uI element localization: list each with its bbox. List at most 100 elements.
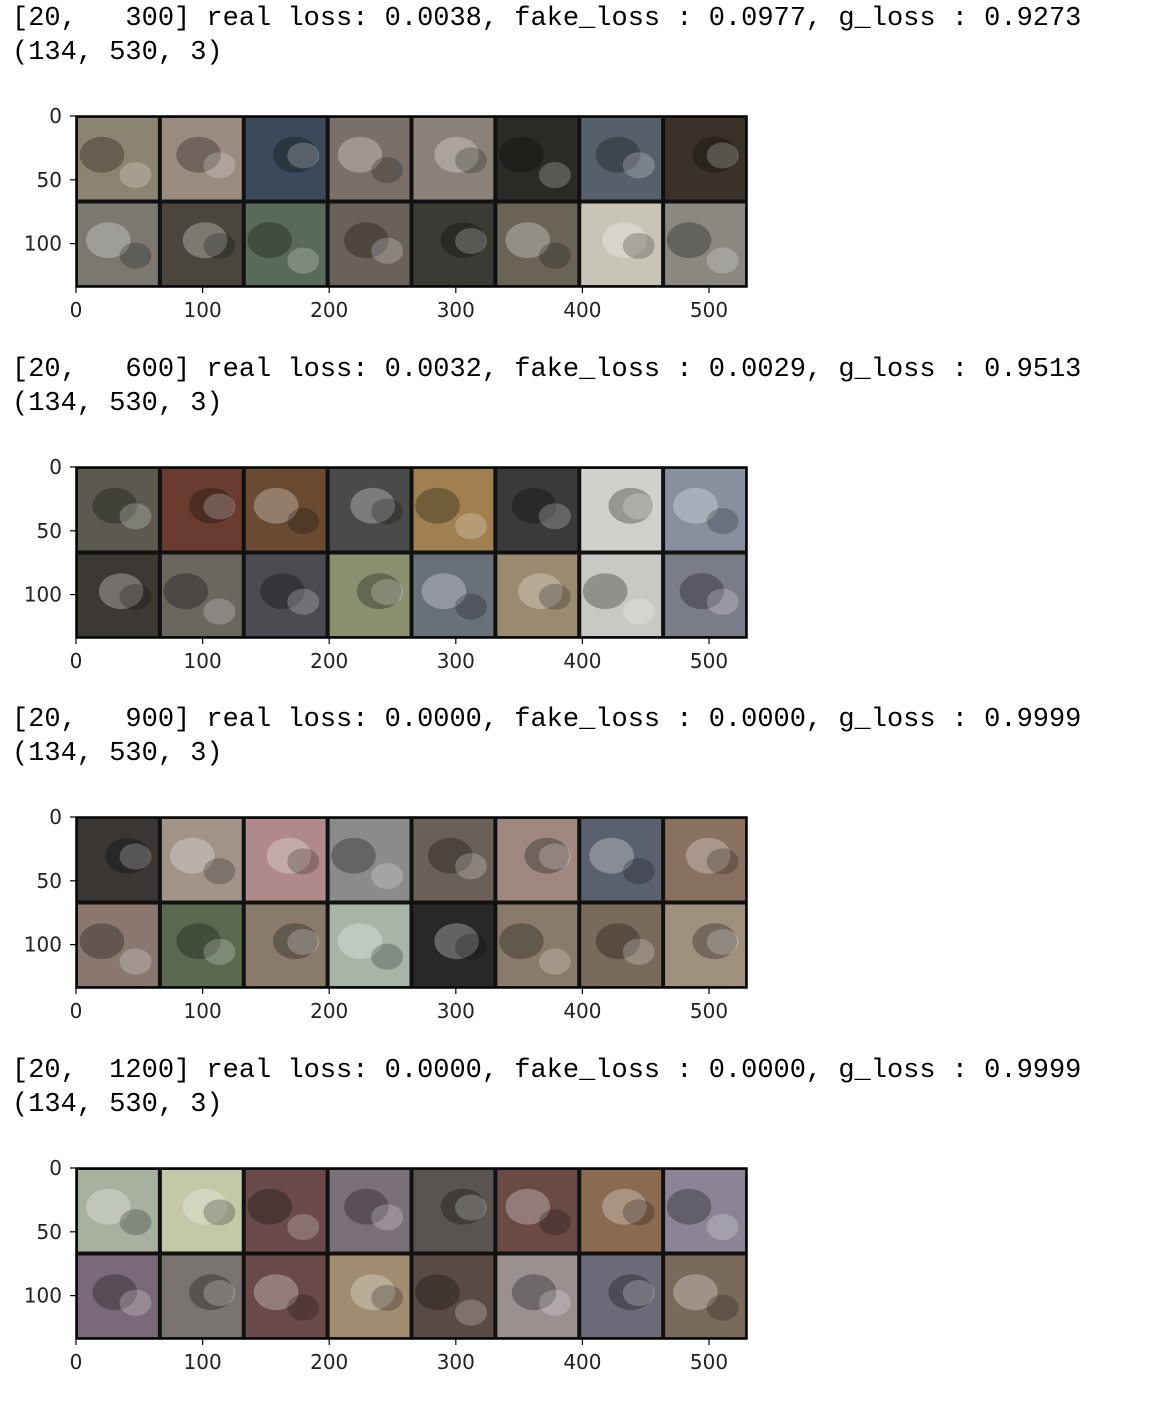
axes-frame [75, 115, 748, 288]
x-tick-label: 100 [184, 1350, 222, 1374]
generated-image-tile [413, 203, 494, 285]
generated-image-tile [78, 819, 158, 901]
y-tick-label: 50 [37, 519, 62, 543]
generated-image-tile [245, 469, 326, 551]
generated-image-tile [245, 1170, 326, 1252]
x-tick-label: 500 [690, 649, 728, 673]
generated-image-tile [413, 1255, 494, 1337]
x-tick-label: 300 [437, 999, 475, 1023]
y-tick-label: 100 [24, 583, 62, 607]
generated-image-tile [665, 1170, 745, 1252]
x-tick-label: 400 [563, 649, 601, 673]
x-tick-label: 100 [184, 999, 222, 1023]
y-tick-label: 50 [37, 168, 62, 192]
generated-image-tile [581, 469, 662, 551]
x-tick-label: 500 [690, 298, 728, 322]
x-tick-label: 0 [70, 999, 83, 1023]
generated-image-tile [161, 1170, 242, 1252]
generated-image-tile [329, 1255, 410, 1337]
y-tick-label: 0 [49, 455, 62, 479]
generated-image-tile [497, 203, 578, 285]
axes-frame [75, 1167, 748, 1340]
x-tick-label: 400 [563, 999, 601, 1023]
generated-image-tile [581, 904, 662, 986]
generated-image-tile [581, 1170, 662, 1252]
x-tick-label: 300 [437, 298, 475, 322]
output-cell-block: [20, 1200] real loss: 0.0000, fake_loss … [0, 1052, 1150, 1403]
generated-image-tile [245, 1255, 326, 1337]
generated-image-tile [497, 118, 578, 200]
generated-image-tile [665, 554, 745, 636]
generated-image-tile [581, 819, 662, 901]
output-cell-block: [20, 900] real loss: 0.0000, fake_loss :… [0, 701, 1150, 1052]
y-tick-label: 0 [49, 805, 62, 829]
generated-image-tile [329, 203, 410, 285]
y-tick-label: 0 [49, 1156, 62, 1180]
image-grid-plot: 0 100 200 300 400 500 0 50 100 [24, 455, 748, 673]
generated-image-tile [161, 904, 242, 986]
generated-image-tile [78, 469, 158, 551]
loss-log-line: [20, 900] real loss: 0.0000, fake_loss :… [12, 705, 1082, 735]
log-output-text: [20, 600] real loss: 0.0032, fake_loss :… [12, 353, 1081, 421]
image-grid-plot: 0 100 200 300 400 500 0 50 100 [24, 1156, 748, 1374]
shape-log-line: (134, 530, 3) [12, 739, 223, 769]
y-tick-label: 50 [37, 869, 62, 893]
x-tick-label: 0 [70, 1350, 83, 1374]
generated-image-tile [78, 1170, 158, 1252]
loss-log-line: [20, 600] real loss: 0.0032, fake_loss :… [12, 355, 1082, 385]
generated-image-tile [497, 554, 578, 636]
x-tick-label: 200 [310, 298, 348, 322]
generated-image-tile [78, 1255, 158, 1337]
generated-image-tile [413, 904, 494, 986]
x-tick-label: 500 [690, 999, 728, 1023]
generated-image-tile [581, 203, 662, 285]
generated-image-tile [413, 118, 494, 200]
shape-log-line: (134, 530, 3) [12, 1090, 223, 1120]
x-tick-label: 200 [310, 649, 348, 673]
x-tick-label: 200 [310, 999, 348, 1023]
shape-log-line: (134, 530, 3) [12, 38, 223, 68]
generated-image-tile [665, 819, 745, 901]
output-cell-block: [20, 300] real loss: 0.0038, fake_loss :… [0, 0, 1150, 351]
generated-image-tile [245, 203, 326, 285]
output-cell-block: [20, 600] real loss: 0.0032, fake_loss :… [0, 351, 1150, 702]
x-tick-label: 500 [690, 1350, 728, 1374]
axes-frame [75, 466, 748, 639]
generated-image-tile [581, 1255, 662, 1337]
generated-image-tile [78, 118, 158, 200]
generated-image-tile [413, 554, 494, 636]
image-grid-plot: 0 100 200 300 400 500 0 50 100 [24, 104, 748, 322]
generated-image-tile [665, 203, 745, 285]
log-output-text: [20, 300] real loss: 0.0038, fake_loss :… [12, 2, 1081, 70]
generated-image-tile [161, 819, 242, 901]
shape-log-line: (134, 530, 3) [12, 389, 223, 419]
y-tick-label: 100 [24, 1284, 62, 1308]
generated-image-tile [581, 554, 662, 636]
generated-image-tile [329, 469, 410, 551]
generated-image-tile [497, 1255, 578, 1337]
x-tick-label: 0 [70, 649, 83, 673]
y-tick-label: 50 [37, 1220, 62, 1244]
generated-image-tile [161, 469, 242, 551]
image-grid-plot: 0 100 200 300 400 500 0 50 100 [24, 805, 748, 1023]
x-tick-label: 300 [437, 649, 475, 673]
generated-image-tile [497, 1170, 578, 1252]
generated-image-tile [161, 203, 242, 285]
generated-image-tile [78, 554, 158, 636]
y-tick-label: 0 [49, 104, 62, 128]
x-tick-label: 400 [563, 298, 601, 322]
generated-image-tile [245, 118, 326, 200]
generated-image-tile [413, 1170, 494, 1252]
generated-image-tile [329, 904, 410, 986]
generated-image-tile [161, 118, 242, 200]
loss-log-line: [20, 1200] real loss: 0.0000, fake_loss … [12, 1056, 1082, 1086]
log-output-text: [20, 900] real loss: 0.0000, fake_loss :… [12, 703, 1081, 771]
loss-log-line: [20, 300] real loss: 0.0038, fake_loss :… [12, 4, 1082, 34]
x-tick-label: 100 [184, 649, 222, 673]
generated-image-tile [413, 469, 494, 551]
y-tick-label: 100 [24, 232, 62, 256]
generated-image-tile [497, 469, 578, 551]
y-tick-label: 100 [24, 933, 62, 957]
generated-image-tile [329, 1170, 410, 1252]
log-output-text: [20, 1200] real loss: 0.0000, fake_loss … [12, 1054, 1081, 1122]
